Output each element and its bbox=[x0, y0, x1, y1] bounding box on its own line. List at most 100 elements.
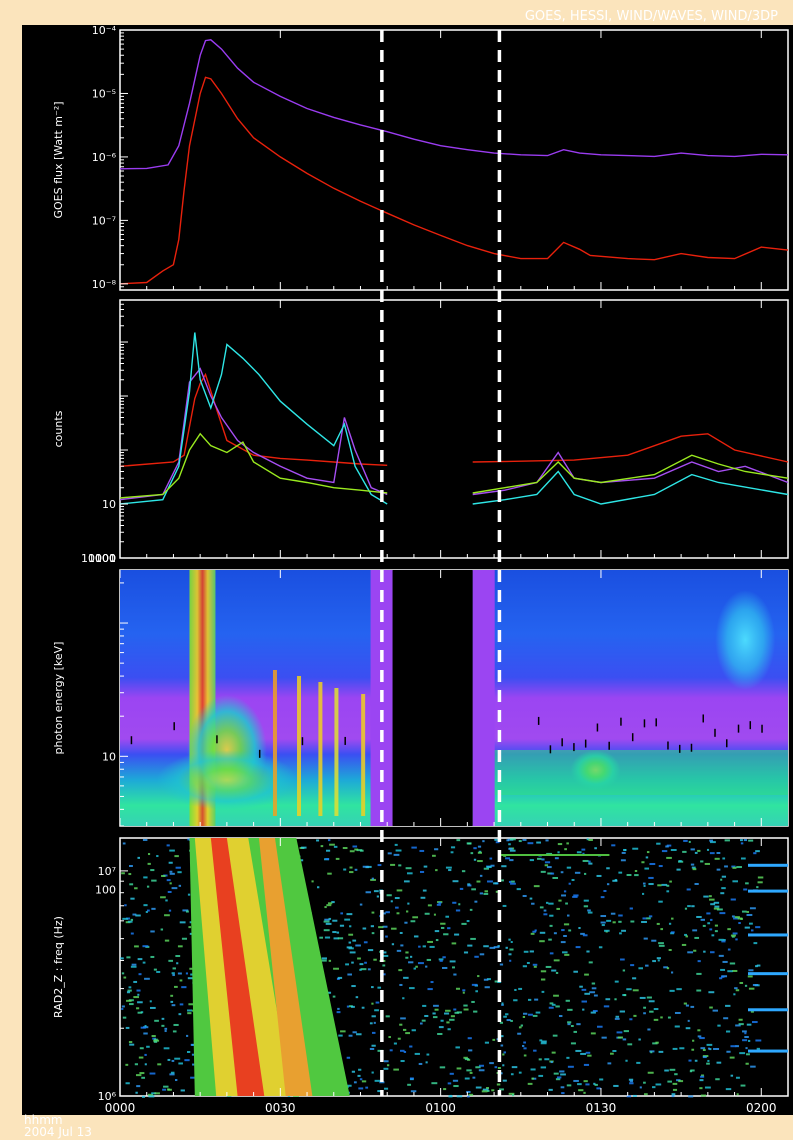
radio-speck bbox=[623, 848, 627, 851]
radio-speck bbox=[190, 1076, 196, 1079]
radio-speck bbox=[630, 964, 635, 967]
radio-speck bbox=[522, 1015, 526, 1018]
radio-speck bbox=[409, 1045, 413, 1048]
radio-speck bbox=[486, 978, 491, 981]
radio-speck bbox=[486, 866, 492, 869]
radio-speck bbox=[337, 976, 343, 979]
radio-speck bbox=[139, 1047, 144, 1050]
radio-speck bbox=[150, 955, 155, 958]
radio-speck bbox=[419, 1022, 423, 1025]
radio-speck bbox=[492, 1038, 496, 1041]
radio-speck bbox=[185, 972, 188, 975]
radio-speck bbox=[400, 944, 404, 947]
radio-speck bbox=[128, 1041, 133, 1044]
radio-speck bbox=[147, 1093, 154, 1096]
radio-speck bbox=[141, 1095, 146, 1098]
radio-speck bbox=[540, 870, 546, 873]
radio-speck bbox=[385, 1015, 390, 1018]
radio-speck bbox=[696, 972, 702, 975]
radio-speck bbox=[687, 1019, 690, 1022]
radio-speck bbox=[704, 862, 710, 865]
radio-speck bbox=[171, 1059, 175, 1062]
radio-speck bbox=[734, 987, 738, 990]
radio-speck bbox=[447, 927, 451, 930]
spectrogram-tick bbox=[690, 743, 693, 752]
radio-speck bbox=[326, 904, 332, 907]
radio-speck bbox=[566, 1084, 572, 1087]
radio-speck bbox=[560, 1086, 565, 1089]
radio-speck bbox=[433, 1004, 439, 1007]
radio-speck bbox=[146, 909, 150, 912]
radio-speck bbox=[612, 879, 618, 882]
radio-speck bbox=[688, 1095, 694, 1098]
radio-speck bbox=[709, 898, 715, 901]
radio-speck bbox=[398, 864, 402, 867]
radio-speck bbox=[744, 984, 748, 987]
radio-speck bbox=[371, 1015, 376, 1018]
radio-speck bbox=[580, 1052, 587, 1055]
radio-speck bbox=[703, 895, 709, 898]
radio-speck bbox=[634, 874, 639, 877]
radio-speck bbox=[735, 1045, 739, 1048]
radio-speck bbox=[417, 962, 424, 965]
radio-speck bbox=[320, 845, 324, 848]
radio-speck bbox=[467, 884, 472, 887]
radio-speck bbox=[539, 931, 546, 934]
radio-speck bbox=[523, 1054, 527, 1057]
radio-speck bbox=[142, 961, 146, 964]
radio-speck bbox=[722, 960, 728, 963]
radio-speck bbox=[600, 896, 605, 899]
radio-speck bbox=[127, 920, 133, 923]
radio-speck bbox=[393, 1068, 399, 1071]
radio-speck bbox=[432, 854, 436, 857]
radio-speck bbox=[501, 1002, 504, 1005]
radio-speck bbox=[411, 846, 417, 849]
radio-speck bbox=[738, 922, 741, 925]
radio-speck bbox=[505, 857, 511, 860]
radio-speck bbox=[175, 866, 181, 869]
radio-speck bbox=[188, 1003, 195, 1006]
radio-speck bbox=[464, 1077, 470, 1080]
radio-speck bbox=[621, 929, 627, 932]
radio-speck bbox=[546, 866, 552, 869]
radio-speck bbox=[610, 1052, 614, 1055]
radio-speck bbox=[324, 906, 327, 909]
radio-speck bbox=[527, 1013, 533, 1016]
radio-speck bbox=[130, 897, 135, 900]
radio-speck bbox=[588, 862, 593, 865]
radio-speck bbox=[487, 880, 493, 883]
radio-speck bbox=[147, 862, 151, 865]
radio-speck bbox=[499, 1021, 504, 1024]
radio-speck bbox=[494, 838, 499, 841]
radio-speck bbox=[740, 857, 746, 860]
radio-speck bbox=[462, 991, 465, 994]
radio-speck bbox=[398, 969, 403, 972]
radio-speck bbox=[710, 918, 713, 921]
radio-speck bbox=[660, 1016, 663, 1019]
radio-speck bbox=[471, 983, 478, 986]
radio-speck bbox=[678, 1080, 684, 1083]
radio-speck bbox=[500, 1072, 503, 1075]
radio-speck bbox=[386, 894, 392, 897]
radio-speck bbox=[590, 1032, 596, 1035]
radio-speck bbox=[593, 994, 598, 997]
radio-speck bbox=[496, 1083, 501, 1086]
radio-speck bbox=[509, 849, 516, 852]
radio-speck bbox=[452, 880, 459, 883]
radio-speck bbox=[440, 922, 446, 925]
radio-speck bbox=[405, 956, 409, 959]
radio-speck bbox=[396, 949, 402, 952]
radio-speck bbox=[419, 870, 425, 873]
radio-speck bbox=[606, 883, 610, 886]
radio-speck bbox=[409, 1077, 414, 1080]
radio-speck bbox=[618, 871, 623, 874]
y-axis-label-wind-waves-rad2: RAD2_Z : freq (Hz) bbox=[52, 916, 65, 1018]
radio-speck bbox=[328, 959, 332, 962]
radio-speck bbox=[371, 1002, 374, 1005]
radio-speck bbox=[467, 944, 473, 947]
radio-speck bbox=[529, 950, 534, 953]
radio-speck bbox=[749, 922, 753, 925]
radio-speck bbox=[752, 1021, 758, 1024]
radio-speck bbox=[742, 1030, 747, 1033]
radio-speck bbox=[707, 922, 711, 925]
